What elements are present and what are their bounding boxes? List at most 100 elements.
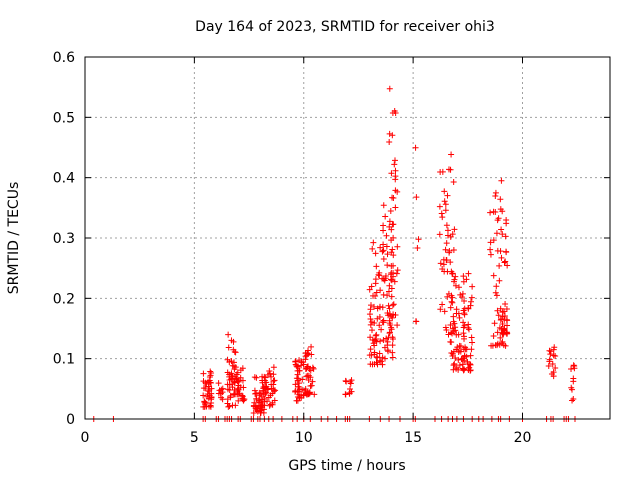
- data-point: [501, 325, 508, 332]
- data-point: [225, 331, 232, 338]
- data-point: [200, 378, 207, 385]
- data-point: [234, 388, 241, 395]
- data-point: [251, 374, 258, 381]
- data-point: [373, 331, 380, 338]
- data-point: [303, 373, 310, 380]
- data-point: [456, 342, 463, 349]
- data-point: [383, 335, 390, 342]
- data-point: [382, 213, 389, 220]
- data-point: [240, 397, 247, 404]
- data-point: [389, 246, 396, 253]
- data-point: [394, 322, 401, 329]
- data-point: [225, 344, 232, 351]
- data-point: [460, 273, 467, 280]
- data-point: [389, 354, 396, 361]
- data-point: [498, 254, 505, 261]
- data-point: [376, 357, 383, 364]
- data-point: [296, 395, 303, 402]
- data-point: [200, 392, 207, 399]
- x-tick-label: 10: [295, 430, 313, 446]
- data-point: [496, 262, 503, 269]
- data-point: [228, 358, 235, 365]
- data-point: [217, 390, 224, 397]
- data-point: [568, 386, 575, 393]
- data-point: [228, 370, 235, 377]
- x-tick-label: 15: [404, 430, 422, 446]
- data-point: [367, 315, 374, 322]
- data-point: [491, 320, 498, 327]
- x-tick-label: 5: [190, 430, 199, 446]
- data-point: [436, 231, 443, 238]
- data-point: [444, 227, 451, 234]
- data-point: [439, 168, 446, 175]
- data-point: [501, 259, 508, 266]
- data-point: [490, 237, 497, 244]
- data-point: [461, 357, 468, 364]
- data-point: [498, 177, 505, 184]
- data-point: [444, 232, 451, 239]
- data-point: [261, 395, 268, 402]
- data-point: [389, 342, 396, 349]
- data-point: [301, 387, 308, 394]
- data-point: [305, 372, 312, 379]
- data-point: [343, 378, 350, 385]
- data-point: [389, 335, 396, 342]
- data-point: [303, 365, 310, 372]
- data-point: [547, 348, 554, 355]
- data-point: [386, 223, 393, 230]
- data-point: [390, 221, 397, 228]
- data-point: [240, 384, 247, 391]
- data-point: [499, 321, 506, 328]
- data-point: [493, 283, 500, 290]
- data-point: [568, 365, 575, 372]
- data-point: [201, 400, 208, 407]
- data-point: [504, 322, 511, 329]
- data-point: [444, 293, 451, 300]
- data-point: [449, 270, 456, 277]
- data-point: [463, 346, 470, 353]
- data-point: [387, 276, 394, 283]
- data-point: [441, 198, 448, 205]
- data-point: [216, 387, 223, 394]
- data-point: [442, 207, 449, 214]
- data-point: [380, 291, 387, 298]
- data-point: [386, 330, 393, 337]
- y-tick-label: 0.5: [53, 110, 75, 126]
- data-point: [379, 361, 386, 368]
- data-point: [467, 298, 474, 305]
- data-point: [378, 326, 385, 333]
- data-point: [237, 374, 244, 381]
- data-point: [394, 267, 401, 274]
- data-point: [494, 247, 501, 254]
- data-point: [380, 222, 387, 229]
- data-point: [386, 282, 393, 289]
- data-point: [461, 310, 468, 317]
- data-point: [219, 396, 226, 403]
- data-point: [499, 309, 506, 316]
- data-point: [390, 252, 397, 259]
- data-point: [443, 240, 450, 247]
- data-point: [490, 272, 497, 279]
- data-point: [224, 386, 231, 393]
- data-point: [452, 282, 459, 289]
- data-point: [497, 305, 504, 312]
- data-point: [230, 346, 237, 353]
- data-point: [372, 280, 379, 287]
- data-point: [497, 334, 504, 341]
- data-point: [373, 359, 380, 366]
- data-point: [380, 241, 387, 248]
- data-point: [443, 222, 450, 229]
- data-point: [460, 324, 467, 331]
- data-point: [261, 373, 268, 380]
- data-point: [366, 352, 373, 359]
- data-point: [302, 353, 309, 360]
- data-point: [370, 292, 377, 299]
- data-point: [308, 351, 315, 358]
- data-point: [448, 151, 455, 158]
- data-point: [205, 383, 212, 390]
- data-point: [389, 109, 396, 116]
- data-point: [311, 391, 318, 398]
- data-point: [441, 308, 448, 315]
- data-point: [496, 277, 503, 284]
- data-point: [413, 194, 420, 201]
